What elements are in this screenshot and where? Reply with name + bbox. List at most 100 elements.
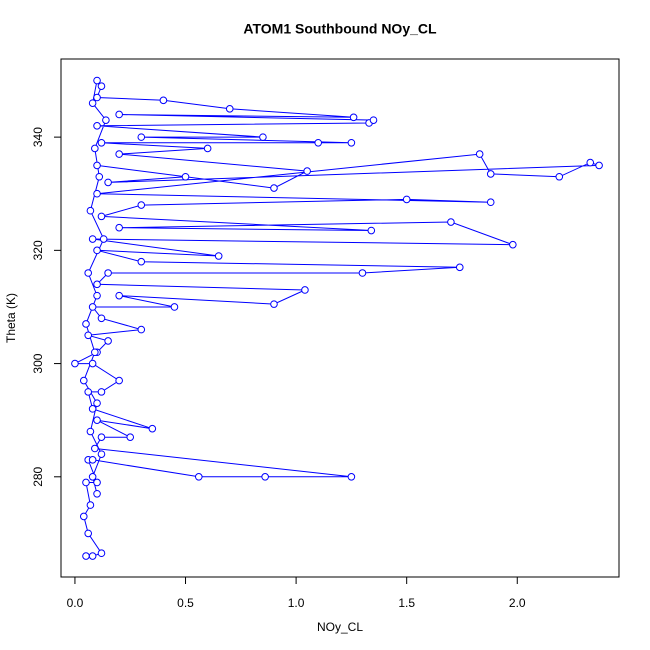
data-point xyxy=(475,150,484,158)
data-point xyxy=(102,116,110,124)
y-tick-label: 280 xyxy=(31,466,45,486)
data-point xyxy=(170,303,179,311)
data-point xyxy=(84,388,93,396)
data-point xyxy=(71,359,79,368)
data-line xyxy=(74,79,600,557)
data-point xyxy=(88,99,97,107)
data-point xyxy=(486,170,495,178)
data-point xyxy=(509,240,517,249)
data-point xyxy=(86,501,95,509)
chart-title: ATOM1 Southbound NOy_CL xyxy=(243,21,437,37)
data-point xyxy=(181,172,190,181)
data-point xyxy=(95,172,104,181)
data-point xyxy=(79,512,88,521)
data-point xyxy=(137,201,146,209)
data-point xyxy=(79,376,88,385)
data-point xyxy=(214,252,223,260)
data-point xyxy=(93,478,101,487)
data-point xyxy=(104,337,112,345)
data-point xyxy=(137,257,146,266)
data-point xyxy=(93,189,101,198)
data-point xyxy=(84,331,93,340)
data-point xyxy=(97,314,106,323)
data-point xyxy=(97,450,106,458)
data-point xyxy=(115,150,123,158)
x-tick-label: 1.5 xyxy=(398,596,415,610)
data-point xyxy=(402,195,411,204)
data-point xyxy=(115,223,123,232)
data-point xyxy=(93,161,101,170)
data-point xyxy=(314,138,323,147)
data-point xyxy=(259,133,267,141)
data-point xyxy=(104,269,112,277)
data-point xyxy=(115,110,123,119)
data-point xyxy=(84,269,93,277)
data-point xyxy=(104,178,112,187)
data-point xyxy=(486,198,495,207)
data-point xyxy=(93,246,101,255)
data-point xyxy=(270,300,278,308)
data-point xyxy=(93,280,101,289)
data-point xyxy=(369,116,378,124)
data-point xyxy=(97,549,106,558)
y-axis-label: Theta (K) xyxy=(4,293,18,343)
data-point xyxy=(93,291,101,300)
x-tick-label: 0.5 xyxy=(177,596,194,610)
data-point xyxy=(84,529,93,538)
data-point xyxy=(88,456,97,464)
plot-frame xyxy=(60,58,620,578)
data-point xyxy=(159,96,168,105)
x-tick-label: 2.0 xyxy=(509,596,526,610)
data-point xyxy=(97,433,106,441)
data-point xyxy=(93,489,101,498)
data-point xyxy=(586,158,595,167)
data-point xyxy=(91,348,99,357)
data-point xyxy=(347,472,356,481)
data-point xyxy=(225,105,234,113)
data-point xyxy=(86,206,95,215)
data-point xyxy=(367,226,376,235)
data-point xyxy=(261,472,269,481)
data-point xyxy=(194,472,203,481)
data-point xyxy=(447,218,455,226)
data-point xyxy=(88,303,97,311)
data-point xyxy=(82,320,90,328)
data-point xyxy=(595,161,603,170)
data-point xyxy=(91,144,99,153)
data-point xyxy=(137,133,146,141)
data-point xyxy=(115,291,123,300)
data-point xyxy=(455,263,464,272)
y-tick-label: 340 xyxy=(31,127,45,147)
data-point xyxy=(349,113,358,122)
x-axis-label: NOy_CL xyxy=(317,620,363,634)
data-point xyxy=(86,427,95,436)
y-tick-label: 320 xyxy=(31,240,45,260)
data-point xyxy=(303,167,311,175)
data-point xyxy=(115,376,123,385)
data-point xyxy=(82,478,90,487)
data-point xyxy=(97,82,106,90)
data-point xyxy=(93,76,101,85)
data-point xyxy=(88,552,97,560)
data-point xyxy=(301,286,309,294)
data-point xyxy=(126,433,135,441)
x-tick-label: 0.0 xyxy=(67,596,84,610)
data-point xyxy=(88,235,97,243)
data-point xyxy=(88,405,97,413)
data-point xyxy=(99,235,108,243)
data-point xyxy=(93,399,101,408)
data-point xyxy=(97,138,106,147)
data-point xyxy=(97,212,106,221)
data-point xyxy=(270,184,278,192)
data-point xyxy=(148,424,157,433)
data-point xyxy=(93,93,101,102)
data-point xyxy=(93,416,101,424)
data-point xyxy=(91,444,99,453)
data-point xyxy=(137,325,146,334)
data-point xyxy=(88,472,97,481)
data-point xyxy=(93,122,101,130)
data-point xyxy=(82,552,90,560)
data-point xyxy=(358,269,367,277)
